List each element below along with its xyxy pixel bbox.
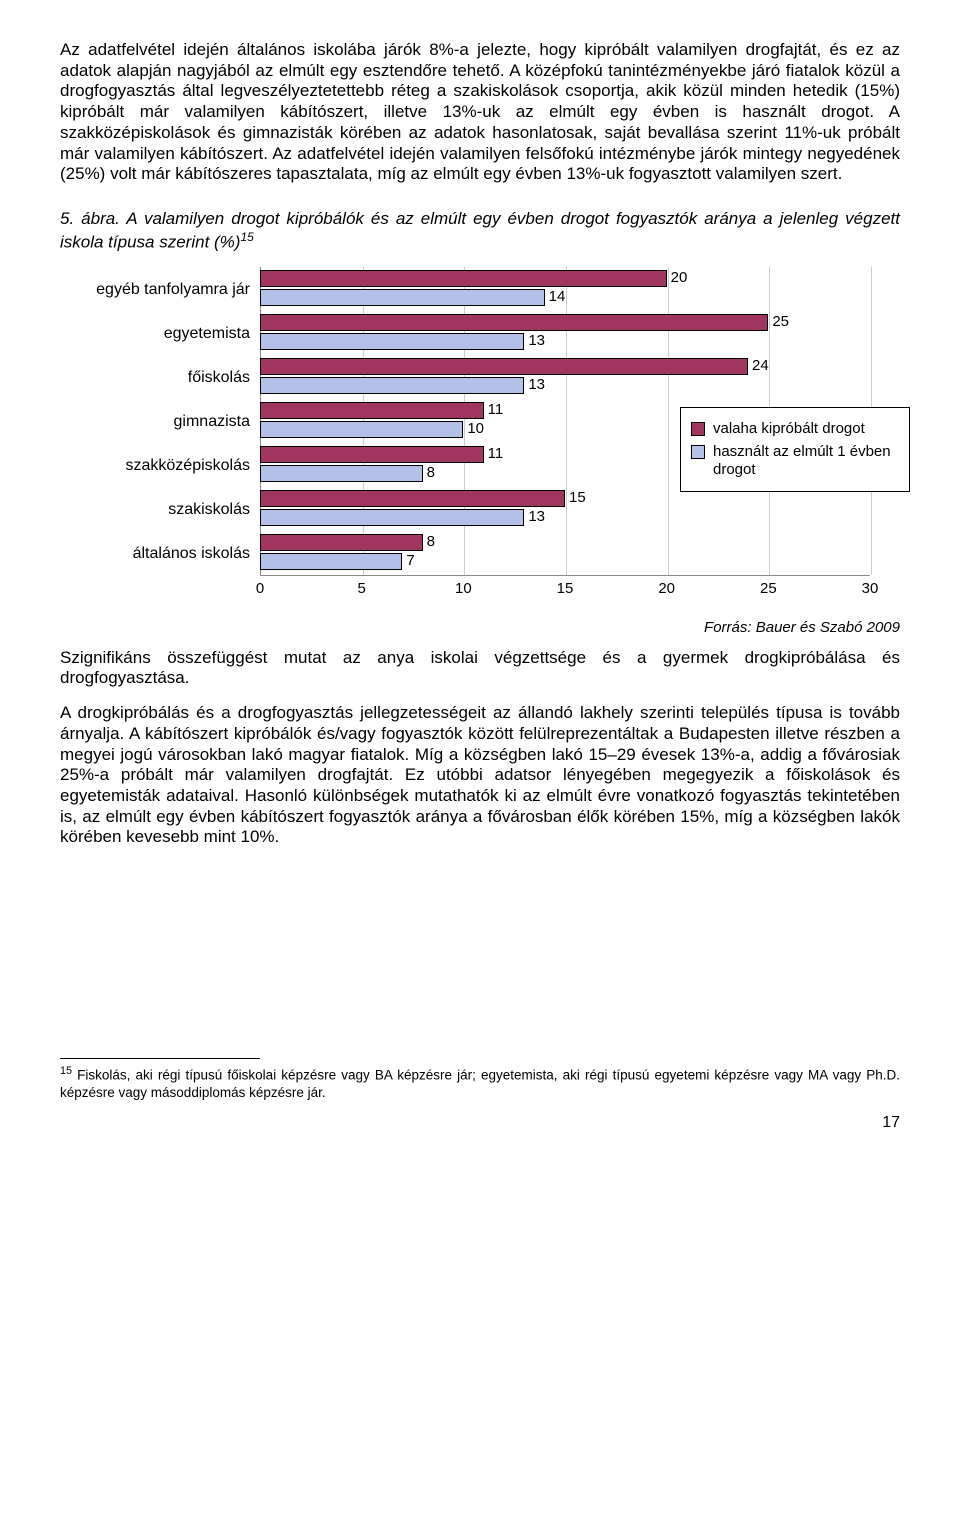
- chart-bar: [260, 314, 768, 331]
- chart-row: általános iskolás87: [60, 531, 900, 575]
- chart-bar: [260, 421, 463, 438]
- chart-value-label: 8: [427, 464, 435, 482]
- chart-axis-tick: 20: [658, 580, 675, 598]
- chart-value-label: 11: [488, 445, 504, 463]
- chart-bar: [260, 333, 524, 350]
- footnote-text: Fiskolás, aki régi típusú főiskolai képz…: [60, 1068, 900, 1100]
- chart-axis-tick: 0: [256, 580, 264, 598]
- chart-axis-tick: 10: [455, 580, 472, 598]
- chart-value-label: 13: [528, 508, 545, 526]
- chart-bar: [260, 270, 667, 287]
- chart-bar: [260, 358, 748, 375]
- chart-axis-tick: 25: [760, 580, 777, 598]
- chart-category-label: szakközépiskolás: [60, 456, 260, 476]
- bar-chart: egyéb tanfolyamra jár2014egyetemista2513…: [60, 267, 900, 605]
- chart-bar: [260, 377, 524, 394]
- chart-value-label: 24: [752, 357, 769, 375]
- paragraph-1: Az adatfelvétel idején általános iskoláb…: [60, 40, 900, 185]
- chart-category-label: gimnazista: [60, 412, 260, 432]
- figure-number: 5. ábra.: [60, 209, 120, 228]
- chart-row: főiskolás 24 13: [60, 355, 900, 399]
- footnote-number: 15: [60, 1065, 72, 1077]
- chart-category-label: általános iskolás: [60, 544, 260, 564]
- chart-value-label: 14: [549, 288, 566, 306]
- paragraph-3: A drogkipróbálás és a drogfogyasztás jel…: [60, 703, 900, 848]
- chart-category-label: egyetemista: [60, 324, 260, 344]
- chart-axis-tick: 5: [357, 580, 365, 598]
- page-number: 17: [60, 1113, 900, 1133]
- legend-item: használt az elmúlt 1 évben drogot: [691, 443, 899, 480]
- chart-bar: [260, 402, 484, 419]
- legend-label: használt az elmúlt 1 évben drogot: [713, 443, 899, 480]
- chart-bar: [260, 534, 423, 551]
- chart-x-axis: 051015202530: [260, 575, 870, 605]
- figure-caption-text: A valamilyen drogot kipróbálók és az elm…: [60, 209, 900, 251]
- legend-swatch: [691, 422, 705, 436]
- chart-bar-group: 25 13: [260, 311, 870, 355]
- chart-source: Forrás: Bauer és Szabó 2009: [60, 619, 900, 637]
- chart-category-label: egyéb tanfolyamra jár: [60, 280, 260, 300]
- footnote-separator: [60, 1058, 260, 1059]
- chart-axis-tick: 15: [557, 580, 574, 598]
- legend-label: valaha kipróbált drogot: [713, 420, 865, 438]
- chart-bar: [260, 553, 402, 570]
- chart-value-label: 13: [528, 332, 545, 350]
- chart-bar: [260, 490, 565, 507]
- chart-bar-group: 24 13: [260, 355, 870, 399]
- chart-category-label: főiskolás: [60, 368, 260, 388]
- chart-value-label: 7: [406, 552, 414, 570]
- chart-axis-tick: 30: [862, 580, 879, 598]
- figure-caption-footnote-ref: 15: [240, 230, 253, 244]
- chart-value-label: 11: [488, 401, 504, 419]
- chart-row: egyéb tanfolyamra jár2014: [60, 267, 900, 311]
- chart-value-label: 25: [772, 313, 789, 331]
- legend-item: valaha kipróbált drogot: [691, 420, 899, 438]
- chart-bar: [260, 289, 545, 306]
- chart-bar-group: 1513: [260, 487, 870, 531]
- chart-value-label: 13: [528, 376, 545, 394]
- chart-value-label: 20: [671, 269, 688, 287]
- chart-value-label: 8: [427, 533, 435, 551]
- chart-value-label: 15: [569, 489, 586, 507]
- chart-row: szakiskolás1513: [60, 487, 900, 531]
- chart-value-label: 10: [467, 420, 484, 438]
- footnote: 15 Fiskolás, aki régi típusú főiskolai k…: [60, 1065, 900, 1101]
- chart-bar-group: 87: [260, 531, 870, 575]
- chart-category-label: szakiskolás: [60, 500, 260, 520]
- figure-caption: 5. ábra. A valamilyen drogot kipróbálók …: [60, 209, 900, 253]
- chart-bar: [260, 465, 423, 482]
- chart-bar: [260, 509, 524, 526]
- chart-row: egyetemista 25 13: [60, 311, 900, 355]
- chart-legend: valaha kipróbált drogot használt az elmúl…: [680, 407, 910, 492]
- legend-swatch: [691, 445, 705, 459]
- chart-bar-group: 2014: [260, 267, 870, 311]
- paragraph-2: Szignifikáns összefüggést mutat az anya …: [60, 648, 900, 689]
- chart-bar: [260, 446, 484, 463]
